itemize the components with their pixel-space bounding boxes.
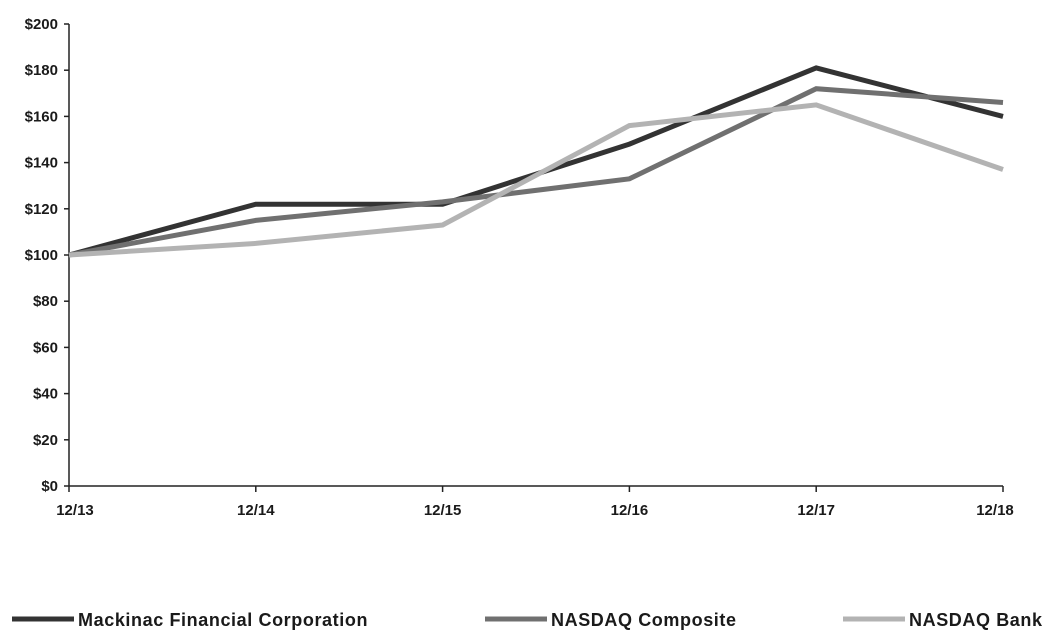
series-line-2 [68, 86, 1004, 258]
y-tick-label: $60 [33, 339, 58, 356]
legend: Mackinac Financial Corporation NASDAQ Com… [12, 610, 1043, 630]
x-tick-label: 12/16 [611, 502, 649, 519]
legend-label: NASDAQ Composite [551, 610, 737, 630]
y-tick-label: $140 [25, 155, 58, 172]
y-tick-label: $0 [41, 478, 58, 495]
legend-label: Mackinac Financial Corporation [78, 610, 368, 630]
x-tick-label: 12/17 [797, 502, 835, 519]
y-tick-label: $200 [25, 16, 58, 33]
y-tick-label: $160 [25, 108, 58, 125]
chart-axes: $0 $20 $40 $60 $80 $100 $120 $140 $160 $180 $200 12… [25, 16, 1014, 519]
x-tick-label: 12/15 [424, 502, 462, 519]
series-lines [68, 65, 1004, 258]
x-tick-label: 12/14 [237, 502, 275, 519]
x-tick-label: 12/13 [56, 502, 94, 519]
y-tick-label: $80 [33, 293, 58, 310]
y-tick-label: $180 [25, 62, 58, 79]
y-tick-label: $120 [25, 201, 58, 218]
y-tick-label: $100 [25, 247, 58, 264]
y-tick-label: $40 [33, 386, 58, 403]
y-tick-label: $20 [33, 432, 58, 449]
legend-label: NASDAQ Bank [909, 610, 1043, 630]
series-line-3 [68, 102, 1004, 258]
x-tick-label: 12/18 [976, 502, 1014, 519]
